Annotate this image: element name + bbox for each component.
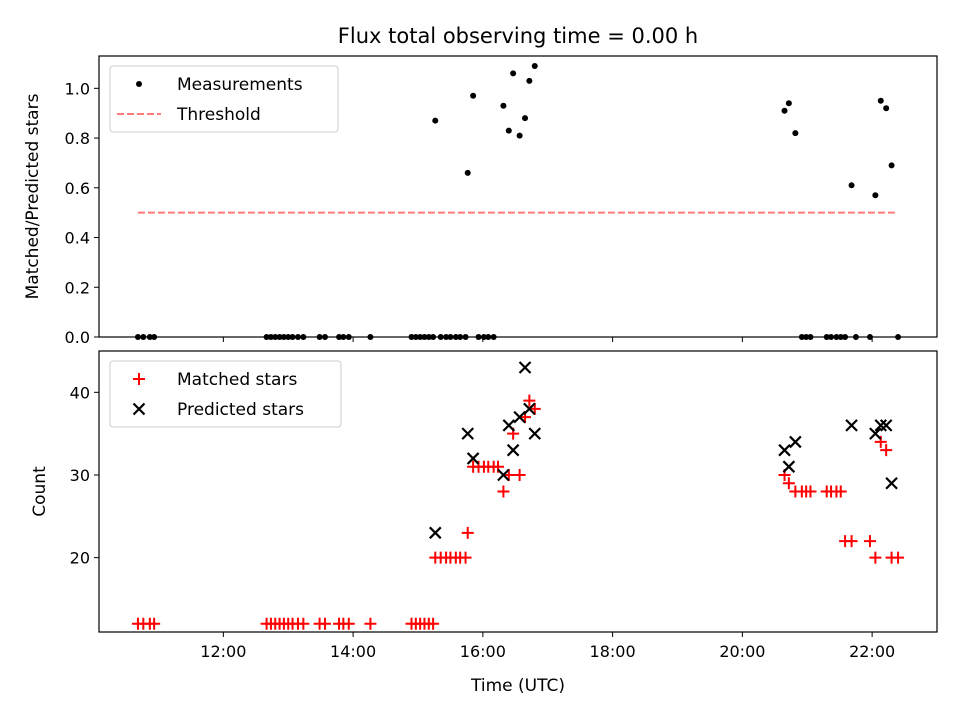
chart-title: Flux total observing time = 0.00 h [338, 24, 698, 48]
data-point [863, 535, 876, 548]
x-tick-label: 14:00 [330, 642, 376, 661]
data-point [342, 617, 355, 630]
data-point [869, 427, 882, 440]
legend-marker [136, 81, 142, 87]
data-point [782, 477, 795, 490]
data-point [892, 551, 905, 564]
data-point [461, 427, 474, 440]
y-tick-label: 40 [70, 383, 90, 402]
data-point [497, 485, 510, 498]
x-tick-label: 22:00 [849, 642, 895, 661]
data-point [461, 526, 474, 539]
data-point [804, 485, 817, 498]
data-point [497, 468, 510, 482]
data-point [778, 443, 791, 457]
data-point [845, 535, 858, 548]
legend-label: Predicted stars [177, 400, 304, 420]
x-tick-label: 18:00 [590, 642, 636, 661]
data-point [792, 130, 799, 137]
x-tick-label: 20:00 [719, 642, 765, 661]
y-tick-label: 0.0 [65, 328, 90, 347]
data-point [877, 97, 884, 104]
data-point [781, 107, 788, 114]
data-point [500, 102, 507, 109]
y-tick-label: 0.2 [65, 278, 90, 297]
data-point [528, 427, 542, 440]
x-axis-label: Time (UTC) [470, 676, 565, 696]
data-point [883, 105, 890, 112]
data-point [432, 117, 439, 124]
legend-box [109, 65, 339, 133]
data-point [459, 551, 472, 564]
y-axis-label: Count [30, 466, 50, 517]
y-tick-label: 20 [70, 549, 90, 568]
legend-label: Threshold [176, 105, 261, 125]
data-point [523, 402, 536, 416]
x-tick-label: 12:00 [200, 642, 246, 661]
data-point [874, 419, 888, 432]
lower-plot-panel: 20 30 40 12:00 14:00 16:00 18:00 20:00 22:00 Coun… [30, 350, 938, 661]
data-point [523, 394, 536, 407]
data-point [505, 127, 512, 134]
data-point [510, 70, 517, 77]
x-tick-label: 16:00 [460, 642, 506, 661]
data-point [429, 526, 442, 540]
data-point [516, 132, 523, 139]
data-point [848, 182, 855, 189]
y-tick-label: 0.4 [65, 229, 90, 248]
data-point [789, 435, 802, 449]
data-point [782, 460, 796, 473]
data-point [502, 419, 516, 432]
data-point [880, 444, 893, 457]
data-point [427, 617, 440, 630]
data-point [526, 77, 533, 84]
data-point [513, 468, 526, 481]
legend-label: Measurements [177, 75, 303, 95]
legend: Matched stars Predicted stars [109, 360, 342, 428]
y-axis-label: Matched/Predicted stars [23, 93, 43, 299]
data-point [297, 617, 310, 630]
series-matched-stars [131, 394, 905, 630]
legend: Measurements Threshold [109, 65, 339, 133]
y-tick-label: 30 [70, 466, 90, 485]
data-point [518, 361, 532, 374]
data-point [872, 192, 879, 199]
data-point [318, 617, 331, 630]
y-tick-label: 1.0 [65, 79, 90, 98]
data-point [834, 485, 847, 498]
data-point [885, 476, 898, 490]
y-tick-label: 0.8 [65, 129, 90, 148]
data-point [879, 419, 893, 432]
data-point [888, 162, 895, 169]
data-point [364, 617, 377, 630]
legend-marker [132, 402, 146, 416]
legend-label: Matched stars [177, 370, 297, 390]
axes-frame [98, 350, 938, 633]
series-predicted-stars [429, 361, 898, 540]
data-point [785, 100, 792, 107]
data-point [522, 115, 529, 122]
data-point [506, 443, 520, 457]
axes-frame [98, 55, 938, 338]
legend-box [109, 360, 342, 428]
data-point [470, 92, 477, 99]
data-point [466, 452, 480, 465]
data-point [845, 419, 858, 432]
legend-marker [133, 373, 145, 385]
data-point [531, 62, 538, 69]
data-point [869, 551, 882, 564]
data-point [464, 169, 471, 176]
y-tick-label: 0.6 [65, 179, 90, 198]
data-point [148, 617, 161, 630]
upper-plot-panel: 0.0 0.2 0.4 0.6 0.8 1.0 Matched/Predicted star… [23, 55, 938, 347]
